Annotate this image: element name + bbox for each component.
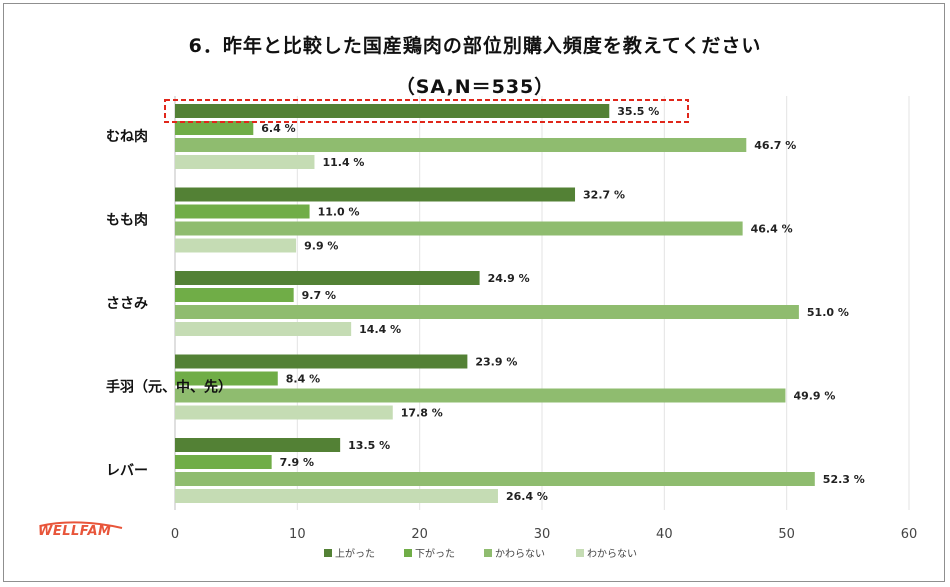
bar-5-3 (175, 472, 815, 486)
bar-5-2 (175, 455, 272, 469)
bar-4-1 (175, 354, 468, 369)
category-label-2: もも肉 (106, 212, 148, 229)
value-label-5-3: 52.3 % (823, 473, 865, 486)
bar-2-1 (175, 187, 576, 202)
chart-subtitle: （SA,N＝535） (395, 76, 555, 98)
x-tick-label-0: 0 (171, 527, 179, 542)
value-label-4-4: 17.8 % (401, 407, 443, 420)
value-label-4-3: 49.9 % (793, 390, 835, 403)
legend: 上がった 下がった かわらない わからない (324, 547, 637, 560)
value-label-1-4: 11.4 % (322, 156, 364, 169)
category-label-3: ささみ (106, 296, 148, 312)
category-label-1: むね肉 (106, 128, 148, 145)
value-label-1-3: 46.7 % (754, 139, 796, 152)
x-tick-label-20: 20 (411, 527, 428, 542)
value-label-3-4: 14.4 % (359, 323, 401, 336)
bar-5-1 (175, 438, 341, 452)
legend-swatch-3 (484, 549, 492, 557)
value-label-2-4: 9.9 % (304, 240, 338, 253)
x-axis-ticks: 0 10 20 30 40 50 60 (171, 527, 917, 542)
x-tick-label-10: 10 (289, 527, 306, 542)
bar-3-1 (175, 271, 480, 285)
value-label-1-2: 6.4 % (261, 122, 295, 135)
value-label-5-1: 13.5 % (348, 439, 390, 452)
category-label-4: 手羽（元、中、先） (106, 379, 232, 396)
value-label-2-1: 32.7 % (583, 189, 625, 202)
bar-1-4 (175, 155, 315, 169)
bar-3-2 (175, 288, 294, 302)
category-label-5: レバー (106, 463, 148, 479)
value-label-5-2: 7.9 % (280, 456, 314, 469)
chart-title: 6．昨年と比較した国産鶏肉の部位別購入頻度を教えてください (188, 35, 762, 57)
value-labels: 35.5 % 6.4 % 46.7 % 11.4 % 32.7 % 11.0 % 46.4 … (261, 105, 865, 503)
x-tick-label-40: 40 (656, 527, 673, 542)
value-label-4-2: 8.4 % (286, 373, 320, 386)
bar-5-4 (175, 489, 498, 503)
legend-label-1: 上がった (335, 547, 375, 560)
logo-swoosh-icon (39, 521, 123, 529)
value-label-3-1: 24.9 % (488, 272, 530, 285)
bar-2-3 (175, 221, 743, 236)
bar-4-4 (175, 405, 393, 420)
value-label-3-2: 9.7 % (302, 289, 336, 302)
value-label-1-1: 35.5 % (617, 105, 659, 118)
legend-swatch-4 (576, 549, 584, 557)
value-label-3-3: 51.0 % (807, 306, 849, 319)
legend-label-2: 下がった (415, 547, 455, 560)
legend-swatch-1 (324, 549, 332, 557)
x-tick-label-30: 30 (534, 527, 551, 542)
wellfam-logo: WELLFAM (38, 524, 112, 539)
legend-label-3: かわらない (495, 548, 545, 560)
bar-2-4 (175, 238, 297, 253)
bar-1-2 (175, 121, 254, 135)
x-tick-label-50: 50 (778, 527, 795, 542)
bar-2-2 (175, 204, 310, 219)
value-label-5-4: 26.4 % (506, 490, 548, 503)
bars (175, 104, 815, 503)
value-label-4-1: 23.9 % (475, 356, 517, 369)
bar-1-1 (175, 104, 610, 118)
bar-3-4 (175, 322, 352, 336)
value-label-2-3: 46.4 % (751, 223, 793, 236)
bar-3-3 (175, 305, 799, 319)
legend-swatch-2 (404, 549, 412, 557)
bar-1-3 (175, 138, 747, 152)
bar-4-3 (175, 388, 786, 403)
bar-4-2 (175, 371, 278, 386)
x-tick-label-60: 60 (901, 527, 918, 542)
value-label-2-2: 11.0 % (318, 206, 360, 219)
legend-label-4: わからない (587, 548, 637, 560)
